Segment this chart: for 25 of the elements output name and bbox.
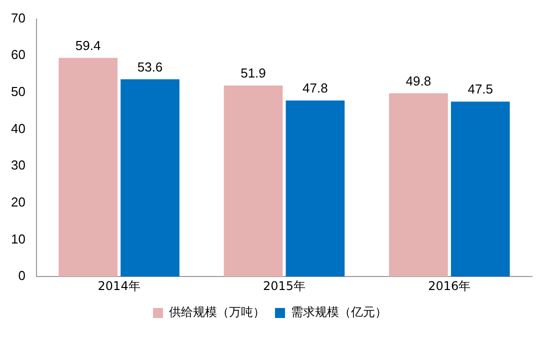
y-tick-label: 40 bbox=[10, 120, 26, 136]
data-label: 59.4 bbox=[75, 38, 101, 53]
bar bbox=[286, 100, 345, 277]
legend-label: 需求规模（亿元） bbox=[291, 305, 387, 320]
bar bbox=[120, 79, 180, 277]
data-label: 49.8 bbox=[406, 73, 432, 88]
bar bbox=[224, 85, 283, 277]
y-tick-label: 70 bbox=[10, 10, 26, 26]
y-tick-label: 60 bbox=[10, 47, 26, 62]
data-label: 53.6 bbox=[137, 59, 163, 74]
data-label: 47.8 bbox=[302, 80, 328, 96]
y-tick-label: 20 bbox=[10, 194, 26, 210]
x-tick-label: 2014年 bbox=[98, 278, 140, 293]
data-label: 51.9 bbox=[240, 66, 266, 81]
bar bbox=[58, 58, 118, 277]
x-tick-label: 2016年 bbox=[428, 278, 471, 293]
y-tick-label: 10 bbox=[10, 231, 26, 246]
y-tick-label: 30 bbox=[10, 158, 26, 173]
bar bbox=[389, 93, 448, 277]
data-label: 47.5 bbox=[468, 82, 494, 97]
x-tick-label: 2015年 bbox=[262, 278, 306, 293]
bar bbox=[450, 102, 510, 277]
legend-label: 供给规模（万吨） bbox=[169, 305, 265, 320]
y-tick-label: 0 bbox=[18, 268, 26, 284]
y-tick-label: 50 bbox=[10, 84, 26, 100]
